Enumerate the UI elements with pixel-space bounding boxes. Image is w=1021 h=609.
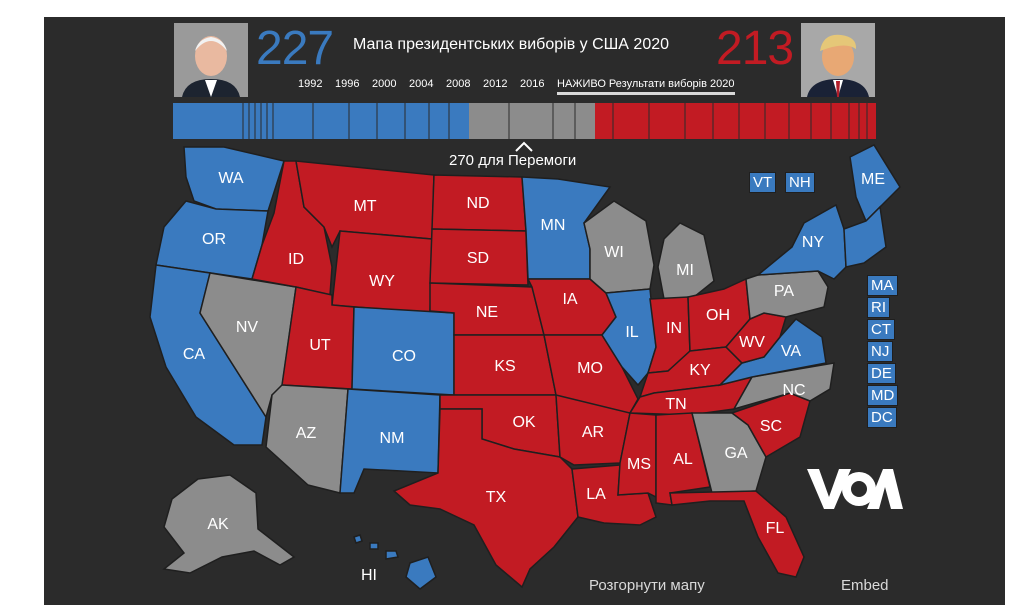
label-CA: CA (183, 346, 206, 363)
win-threshold-label: 270 для Перемоги (449, 152, 577, 169)
label-IN: IN (666, 320, 682, 337)
small-state-DE[interactable]: DE (867, 363, 896, 384)
label-OK: OK (512, 414, 535, 431)
state-SD[interactable] (429, 228, 529, 286)
map-title: Мапа президентських виборів у США 2020 (353, 36, 670, 53)
rep-bar-segment (595, 103, 876, 139)
label-WV: WV (739, 334, 765, 351)
label-PA: PA (774, 283, 794, 300)
label-NV: NV (236, 319, 259, 336)
us-map: WA OR CA NV ID MT WY UT CO AZ NM ND SD N… (149, 144, 901, 590)
state-new-england[interactable] (843, 205, 887, 268)
label-MN: MN (541, 217, 566, 234)
label-OH: OH (706, 307, 730, 324)
label-MT: MT (353, 198, 376, 215)
label-AL: AL (673, 451, 693, 468)
label-NE: NE (476, 304, 498, 321)
bar-dividers (242, 103, 868, 139)
label-TX: TX (486, 489, 507, 506)
embed-link[interactable]: Embed (841, 577, 889, 594)
trump-photo (801, 23, 875, 97)
state-WI[interactable] (583, 200, 655, 294)
small-state-MD[interactable]: MD (867, 385, 899, 406)
label-GA: GA (724, 445, 747, 462)
undecided-bar-segment (469, 103, 595, 139)
caret-up-icon (515, 141, 533, 152)
small-state-NH[interactable]: NH (785, 172, 815, 193)
state-labels: WA OR CA NV ID MT WY UT CO AZ NM ND SD N… (183, 170, 885, 584)
label-SC: SC (760, 418, 782, 435)
year-tab-2020-live[interactable]: НАЖИВО Результати виборів 2020 (557, 78, 735, 95)
label-NY: NY (802, 234, 825, 251)
label-KS: KS (494, 358, 515, 375)
label-WY: WY (369, 273, 395, 290)
year-tab-2004[interactable]: 2004 (409, 78, 434, 90)
label-NM: NM (380, 430, 405, 447)
label-AR: AR (582, 424, 604, 441)
label-ID: ID (288, 251, 304, 268)
label-TN: TN (665, 396, 686, 413)
state-AK[interactable] (162, 474, 296, 574)
trump-portrait-icon (801, 23, 875, 97)
state-WY[interactable] (331, 230, 433, 314)
electoral-vote-bar (173, 103, 876, 139)
label-MI: MI (676, 262, 694, 279)
label-MO: MO (577, 360, 603, 377)
small-state-MA[interactable]: MA (867, 275, 898, 296)
rep-electoral-count: 213 (716, 22, 794, 75)
year-tab-2016[interactable]: 2016 (520, 78, 545, 90)
label-ME: ME (861, 171, 885, 188)
label-NC: NC (782, 382, 805, 399)
election-map-widget: 227 Мапа президентських виборів у США 20… (44, 17, 1005, 605)
year-tab-2012[interactable]: 2012 (483, 78, 508, 90)
label-IA: IA (562, 291, 577, 308)
biden-portrait-icon (174, 23, 248, 97)
state-HI[interactable] (353, 534, 363, 544)
small-state-CT[interactable]: CT (867, 319, 895, 340)
state-MI[interactable] (657, 222, 715, 300)
label-AZ: AZ (296, 425, 317, 442)
year-tab-2000[interactable]: 2000 (372, 78, 397, 90)
label-HI: HI (361, 567, 377, 584)
state-HI-3[interactable] (385, 550, 399, 560)
label-ND: ND (466, 195, 489, 212)
label-LA: LA (586, 486, 606, 503)
voa-logo-icon (807, 469, 903, 509)
label-MS: MS (627, 456, 651, 473)
state-HI-2[interactable] (369, 542, 379, 550)
label-OR: OR (202, 231, 226, 248)
small-state-RI[interactable]: RI (867, 297, 890, 318)
small-state-NJ[interactable]: NJ (867, 341, 894, 362)
expand-map-link[interactable]: Розгорнути мапу (589, 577, 705, 594)
year-tab-1992[interactable]: 1992 (298, 78, 323, 90)
label-VA: VA (781, 343, 801, 360)
label-IL: IL (625, 324, 638, 341)
biden-photo (174, 23, 248, 97)
state-HI-4[interactable] (405, 556, 437, 590)
label-WA: WA (218, 170, 244, 187)
small-state-VT[interactable]: VT (749, 172, 777, 193)
label-CO: CO (392, 348, 416, 365)
state-TX[interactable] (392, 408, 579, 589)
state-AR[interactable] (555, 394, 631, 466)
label-SD: SD (467, 250, 489, 267)
label-KY: KY (689, 362, 711, 379)
label-FL: FL (766, 520, 785, 537)
year-tab-2008[interactable]: 2008 (446, 78, 471, 90)
state-FL[interactable] (669, 490, 805, 578)
label-WI: WI (604, 244, 624, 261)
dem-electoral-count: 227 (256, 22, 334, 75)
year-tab-1996[interactable]: 1996 (335, 78, 360, 90)
label-UT: UT (309, 337, 331, 354)
dem-bar-segment (173, 103, 469, 139)
small-state-DC[interactable]: DC (867, 407, 897, 428)
label-AK: AK (207, 516, 229, 533)
